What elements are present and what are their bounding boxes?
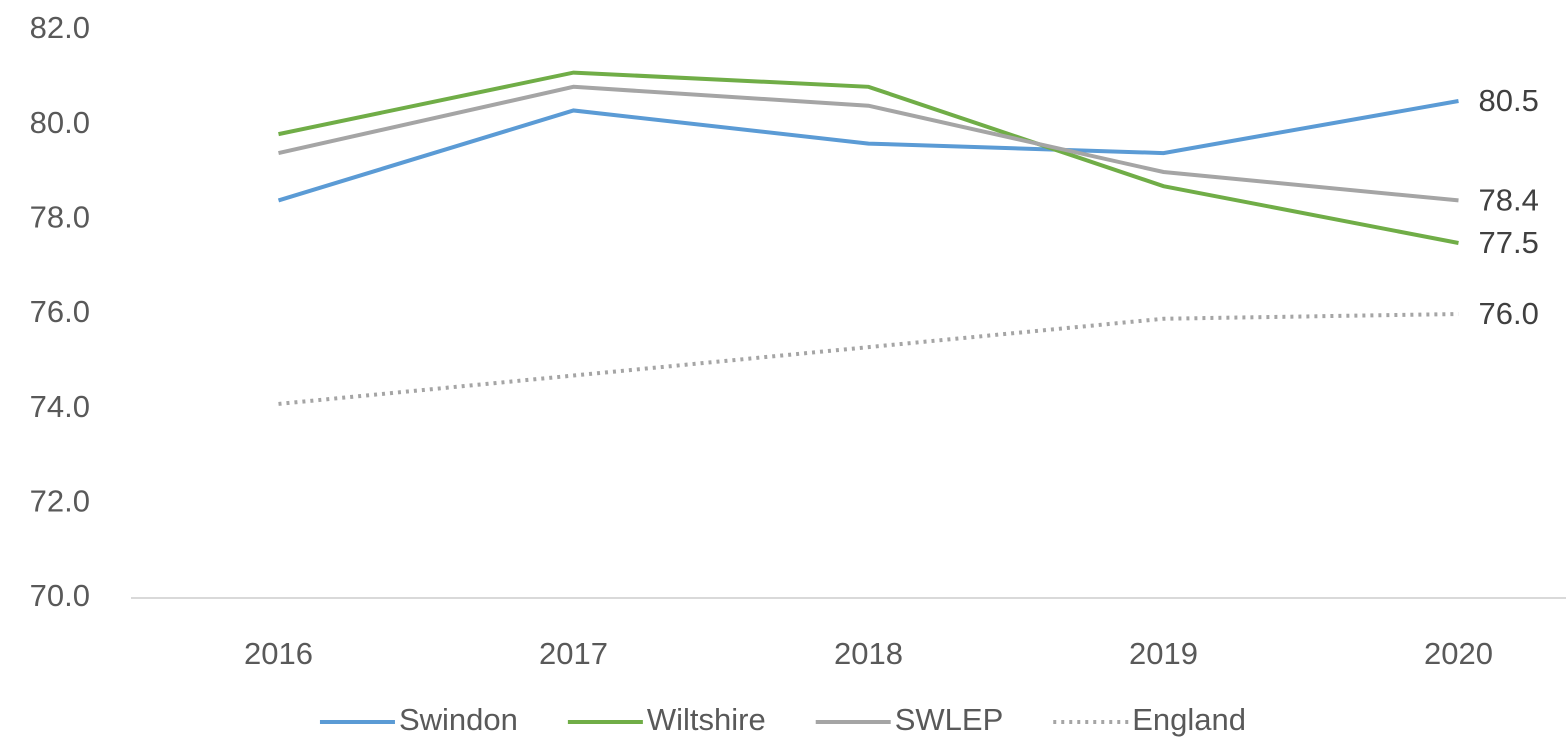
x-tick-label: 2018	[834, 636, 903, 671]
y-tick-label: 82.0	[30, 10, 90, 45]
legend-label: SWLEP	[895, 702, 1004, 737]
y-tick-label: 72.0	[30, 484, 90, 519]
y-tick-label: 74.0	[30, 389, 90, 424]
x-tick-label: 2016	[244, 636, 313, 671]
legend-label: Wiltshire	[647, 702, 766, 737]
line-series	[278, 312, 1459, 406]
line-series	[277, 99, 1459, 203]
legend-label: Swindon	[399, 702, 518, 737]
y-tick-label: 76.0	[30, 294, 90, 329]
x-tick-label: 2019	[1129, 636, 1198, 671]
line-series	[278, 70, 1459, 245]
x-tick-label: 2020	[1424, 636, 1493, 671]
y-tick-label: 80.0	[30, 105, 90, 140]
y-tick-label: 70.0	[30, 578, 90, 613]
data-label: 76.0	[1479, 296, 1539, 331]
data-label: 78.4	[1479, 183, 1539, 218]
x-tick-label: 2017	[539, 636, 608, 671]
data-label: 80.5	[1479, 83, 1539, 118]
legend-label: England	[1132, 702, 1246, 737]
legend: Swindon Wiltshire SWLEP England	[319, 702, 1246, 737]
y-tick-label: 78.0	[30, 200, 90, 235]
data-label: 77.5	[1479, 225, 1539, 260]
line-series	[278, 84, 1459, 203]
